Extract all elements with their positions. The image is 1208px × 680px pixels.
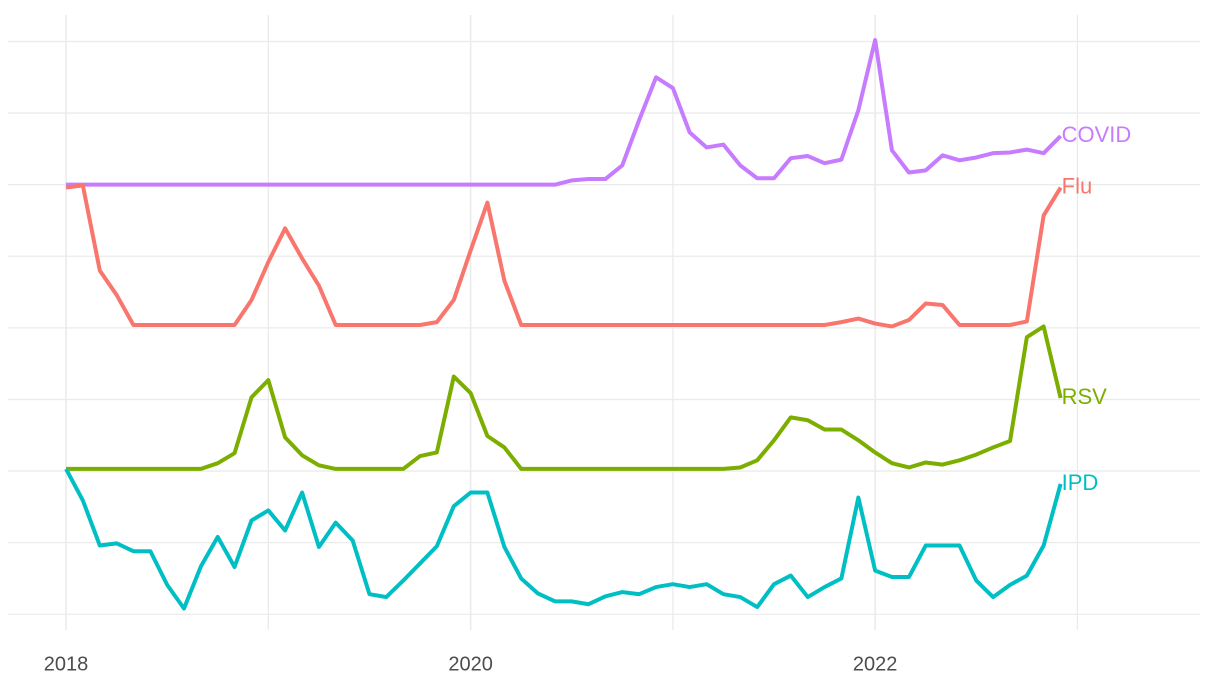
x-tick-label: 2020 xyxy=(448,653,493,675)
x-tick-label: 2022 xyxy=(853,653,898,675)
series-label: IPD xyxy=(1062,470,1099,495)
series-line xyxy=(64,467,1063,611)
series-line xyxy=(66,324,1063,471)
x-tick-label: 2018 xyxy=(44,653,89,675)
series-line xyxy=(65,183,1063,329)
series-label: RSV xyxy=(1062,384,1108,409)
series-line xyxy=(66,38,1063,187)
series-label: Flu xyxy=(1062,173,1093,198)
series-label: COVID xyxy=(1062,122,1132,147)
